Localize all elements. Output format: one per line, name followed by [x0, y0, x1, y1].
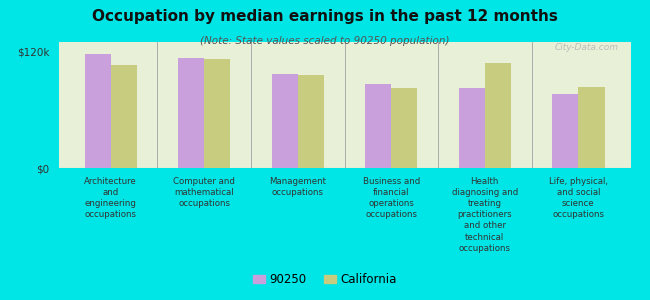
Legend: 90250, California: 90250, California: [248, 269, 402, 291]
Bar: [204, 59, 230, 168]
Bar: [111, 65, 137, 168]
Bar: [178, 58, 204, 168]
Bar: [485, 63, 511, 168]
Bar: [552, 94, 578, 168]
Text: City-Data.com: City-Data.com: [555, 43, 619, 52]
Bar: [459, 88, 485, 168]
Text: Occupation by median earnings in the past 12 months: Occupation by median earnings in the pas…: [92, 9, 558, 24]
Bar: [365, 84, 391, 168]
Bar: [272, 74, 298, 168]
Bar: [298, 75, 324, 168]
Text: (Note: State values scaled to 90250 population): (Note: State values scaled to 90250 popu…: [200, 36, 450, 46]
Bar: [578, 87, 604, 168]
Bar: [391, 88, 417, 168]
Bar: [84, 54, 110, 168]
